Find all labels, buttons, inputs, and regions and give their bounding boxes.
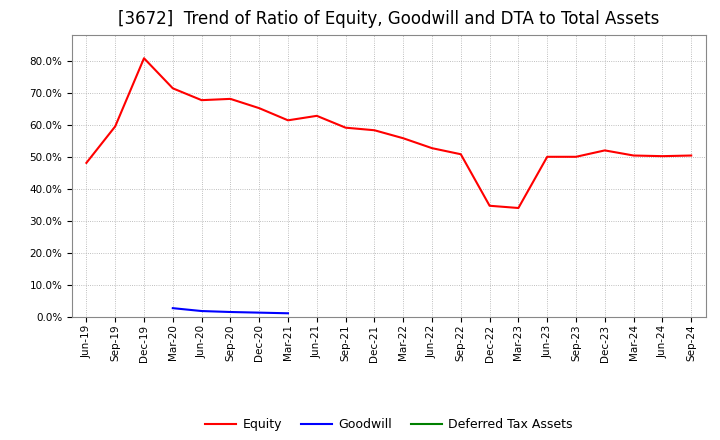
- Line: Goodwill: Goodwill: [173, 308, 288, 313]
- Equity: [543, 154, 552, 159]
- Equity: [226, 96, 235, 102]
- Equity: [140, 55, 148, 61]
- Equity: [284, 117, 292, 123]
- Equity: [197, 98, 206, 103]
- Equity: [485, 203, 494, 209]
- Equity: [658, 154, 667, 159]
- Equity: [111, 124, 120, 129]
- Equity: [687, 153, 696, 158]
- Goodwill: [284, 311, 292, 316]
- Equity: [370, 128, 379, 133]
- Goodwill: [226, 309, 235, 315]
- Equity: [341, 125, 350, 130]
- Equity: [312, 113, 321, 118]
- Equity: [572, 154, 580, 159]
- Equity: [456, 152, 465, 157]
- Equity: [168, 86, 177, 91]
- Goodwill: [255, 310, 264, 315]
- Title: [3672]  Trend of Ratio of Equity, Goodwill and DTA to Total Assets: [3672] Trend of Ratio of Equity, Goodwil…: [118, 10, 660, 28]
- Equity: [629, 153, 638, 158]
- Goodwill: [168, 305, 177, 311]
- Line: Equity: Equity: [86, 58, 691, 208]
- Goodwill: [197, 308, 206, 314]
- Equity: [600, 148, 609, 153]
- Legend: Equity, Goodwill, Deferred Tax Assets: Equity, Goodwill, Deferred Tax Assets: [200, 413, 577, 436]
- Equity: [399, 136, 408, 141]
- Equity: [428, 146, 436, 151]
- Equity: [255, 106, 264, 111]
- Equity: [82, 160, 91, 165]
- Equity: [514, 205, 523, 211]
